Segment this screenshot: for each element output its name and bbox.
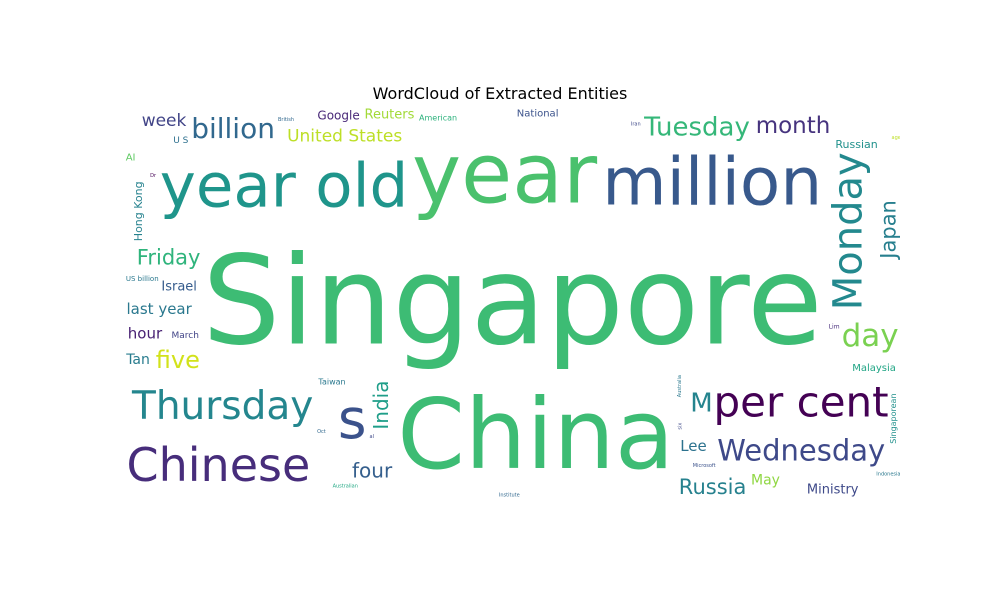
word-may: May bbox=[751, 473, 780, 489]
word-march: March bbox=[172, 331, 199, 341]
word-tan: Tan bbox=[125, 352, 150, 368]
wordcloud-area: Singapore China year year old million s per ce… bbox=[125, 107, 900, 497]
word-hour: hour bbox=[128, 325, 163, 343]
word-microsoft: Microsoft bbox=[693, 463, 716, 469]
word-per-cent: per cent bbox=[714, 378, 889, 427]
word-israel: Israel bbox=[161, 280, 197, 295]
word-russia: Russia bbox=[679, 475, 747, 497]
word-m: M bbox=[690, 388, 712, 418]
word-year: year bbox=[412, 125, 598, 222]
word-last-year: last year bbox=[127, 300, 193, 318]
word-singaporean: Singaporean bbox=[889, 393, 898, 443]
word-hong-kong: Hong Kong bbox=[132, 181, 145, 241]
word-tuesday: Tuesday bbox=[643, 113, 750, 143]
word-friday: Friday bbox=[137, 246, 201, 270]
word-billion: billion bbox=[191, 112, 275, 145]
word-al: al bbox=[370, 434, 374, 440]
word-lee: Lee bbox=[680, 437, 707, 455]
chart-title: WordCloud of Extracted Entities bbox=[372, 84, 628, 103]
word-year-old: year old bbox=[160, 151, 408, 222]
word-singapore: Singapore bbox=[202, 231, 823, 374]
word-russian: Russian bbox=[835, 138, 877, 151]
word-lim: Lim bbox=[829, 323, 840, 330]
word-american: American bbox=[419, 114, 457, 123]
word-oct: Oct bbox=[317, 429, 326, 435]
word-taiwan: Taiwan bbox=[317, 378, 345, 387]
word-thursday: Thursday bbox=[131, 384, 313, 429]
word-ministry: Ministry bbox=[807, 483, 859, 497]
word-india: India bbox=[369, 381, 393, 430]
word-reuters: Reuters bbox=[365, 107, 415, 122]
word-month: month bbox=[756, 113, 831, 139]
word-week: week bbox=[142, 111, 187, 131]
word-monday: Monday bbox=[825, 152, 871, 310]
word-ai: AI bbox=[126, 152, 136, 163]
word-australian: Australian bbox=[333, 483, 358, 489]
word-dr: Dr bbox=[150, 173, 157, 179]
word-chinese: Chinese bbox=[127, 438, 311, 492]
word-malaysia: Malaysia bbox=[852, 363, 896, 374]
word-national: National bbox=[517, 108, 559, 119]
word-iran: Iran bbox=[631, 121, 641, 127]
word-wednesday: Wednesday bbox=[717, 433, 885, 467]
word-s: s bbox=[338, 387, 367, 451]
word-united-states: United States bbox=[287, 126, 402, 146]
word-age: age bbox=[892, 135, 901, 141]
word-six: six bbox=[677, 423, 683, 430]
word-five: five bbox=[156, 346, 200, 374]
word-us-billion: US billion bbox=[126, 275, 159, 283]
word-australia: Australia bbox=[677, 375, 683, 397]
word-japan: Japan bbox=[877, 200, 900, 261]
word-google: Google bbox=[317, 108, 359, 122]
word-million: million bbox=[602, 144, 822, 221]
word-four: four bbox=[352, 459, 393, 483]
word-china: China bbox=[397, 378, 674, 491]
word-day: day bbox=[842, 318, 899, 354]
word-institute: Institute bbox=[499, 493, 520, 498]
word-u-s: U S bbox=[173, 136, 188, 146]
word-indonesia: Indonesia bbox=[876, 472, 900, 478]
word-british: British bbox=[278, 117, 294, 123]
